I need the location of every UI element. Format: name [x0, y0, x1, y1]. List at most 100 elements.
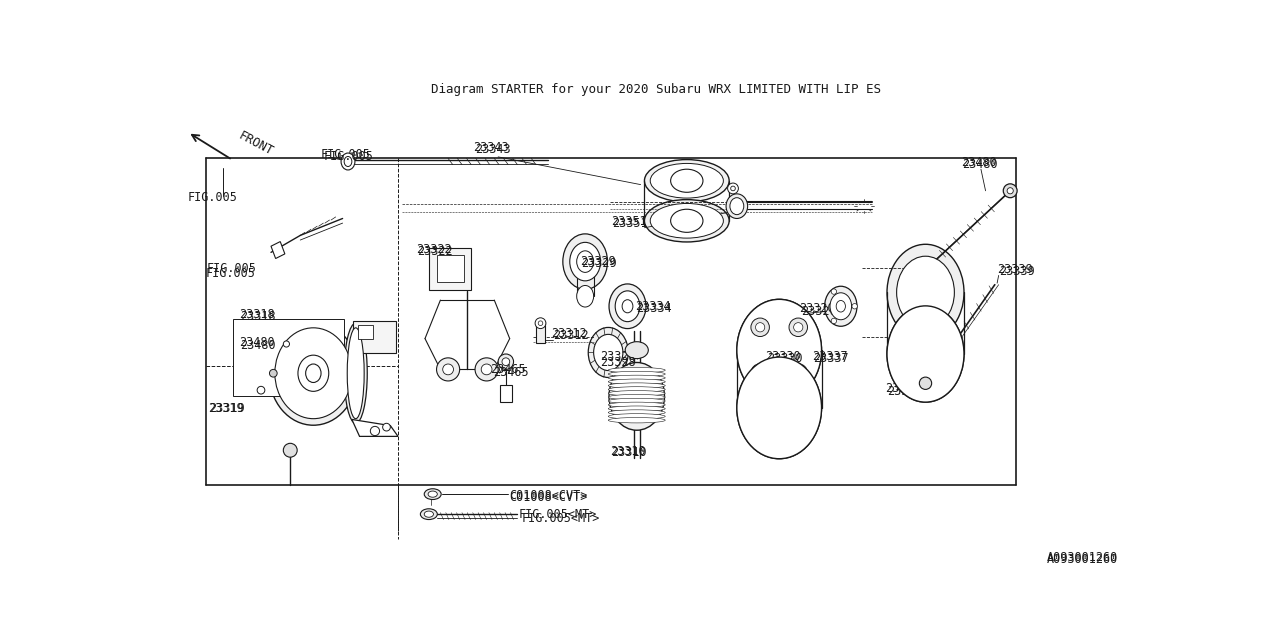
Circle shape	[498, 354, 513, 369]
Ellipse shape	[730, 198, 744, 214]
Text: 23310: 23310	[609, 445, 645, 458]
Circle shape	[755, 369, 764, 378]
Ellipse shape	[577, 251, 594, 273]
Text: 23309: 23309	[744, 383, 780, 396]
Bar	[499, 385, 512, 402]
Text: 23319: 23319	[207, 402, 243, 415]
Circle shape	[270, 369, 278, 377]
Text: 23320: 23320	[801, 305, 836, 317]
Text: 23339: 23339	[997, 263, 1033, 276]
Ellipse shape	[608, 390, 666, 396]
Text: 23339: 23339	[998, 266, 1034, 278]
Text: 23318: 23318	[238, 308, 274, 321]
Text: 23322: 23322	[416, 243, 452, 256]
Circle shape	[370, 426, 380, 436]
Ellipse shape	[737, 357, 822, 459]
Bar	[358, 324, 374, 339]
Text: FIG.005<MT>: FIG.005<MT>	[521, 512, 599, 525]
Ellipse shape	[896, 256, 955, 328]
Text: 23330: 23330	[767, 353, 803, 365]
Bar	[353, 321, 396, 353]
Circle shape	[852, 303, 858, 309]
Circle shape	[751, 318, 769, 337]
Text: 23310: 23310	[612, 447, 646, 460]
Text: 23351: 23351	[612, 216, 646, 228]
Circle shape	[1004, 184, 1018, 198]
Text: A093001260: A093001260	[1047, 551, 1119, 564]
Text: FIG.005: FIG.005	[206, 267, 256, 280]
Ellipse shape	[622, 300, 632, 313]
Ellipse shape	[608, 394, 666, 400]
Text: 23318: 23318	[241, 310, 275, 323]
Ellipse shape	[609, 362, 664, 430]
Circle shape	[794, 323, 803, 332]
Polygon shape	[271, 241, 285, 259]
Ellipse shape	[306, 364, 321, 383]
Ellipse shape	[608, 417, 666, 423]
Text: 23300: 23300	[887, 385, 923, 398]
Circle shape	[919, 377, 932, 389]
Ellipse shape	[340, 153, 355, 170]
Circle shape	[538, 321, 543, 326]
Text: 23480: 23480	[961, 156, 997, 169]
Ellipse shape	[570, 243, 600, 281]
Circle shape	[794, 369, 803, 378]
Ellipse shape	[887, 306, 964, 402]
Ellipse shape	[608, 387, 666, 392]
Circle shape	[1007, 188, 1014, 194]
Ellipse shape	[671, 169, 703, 192]
Text: C01008<CVT>: C01008<CVT>	[509, 491, 588, 504]
Ellipse shape	[347, 328, 365, 419]
Ellipse shape	[563, 234, 608, 289]
Ellipse shape	[745, 310, 813, 390]
Bar	[536, 322, 545, 343]
Text: 23309: 23309	[745, 385, 781, 398]
Ellipse shape	[737, 300, 822, 401]
Ellipse shape	[609, 284, 646, 328]
Circle shape	[502, 358, 509, 365]
Ellipse shape	[608, 406, 666, 412]
Text: 23343: 23343	[474, 141, 509, 154]
Text: 23480: 23480	[238, 335, 274, 349]
Ellipse shape	[283, 444, 297, 457]
Ellipse shape	[650, 163, 723, 198]
Circle shape	[727, 183, 739, 194]
Bar	[436, 255, 463, 282]
Text: 23300: 23300	[884, 383, 920, 396]
Circle shape	[731, 186, 735, 191]
Ellipse shape	[608, 402, 666, 408]
Bar	[233, 319, 344, 396]
Circle shape	[481, 364, 492, 375]
Text: C01008<CVT>: C01008<CVT>	[509, 489, 588, 502]
Text: FIG.005: FIG.005	[188, 191, 238, 204]
Ellipse shape	[896, 318, 955, 390]
Text: 23480: 23480	[241, 339, 275, 351]
Text: 23330: 23330	[765, 350, 801, 363]
Text: 23319: 23319	[210, 402, 244, 415]
Text: 23322: 23322	[417, 244, 453, 258]
Text: 23337: 23337	[813, 353, 849, 365]
Ellipse shape	[608, 410, 666, 415]
Text: 23351: 23351	[612, 217, 648, 230]
Circle shape	[257, 387, 265, 394]
Ellipse shape	[650, 204, 723, 238]
Text: 23328: 23328	[600, 356, 635, 369]
Circle shape	[831, 289, 837, 294]
Text: 23312: 23312	[552, 327, 588, 340]
Circle shape	[436, 358, 460, 381]
Text: FRONT: FRONT	[237, 129, 275, 158]
Circle shape	[475, 358, 498, 381]
Circle shape	[755, 323, 764, 332]
Ellipse shape	[344, 157, 352, 166]
Text: 23334: 23334	[635, 300, 671, 313]
Ellipse shape	[887, 244, 964, 340]
Text: 23480: 23480	[963, 157, 998, 171]
Ellipse shape	[589, 328, 628, 378]
Ellipse shape	[887, 306, 964, 402]
Ellipse shape	[836, 301, 845, 312]
Circle shape	[535, 318, 545, 328]
Ellipse shape	[608, 367, 666, 373]
Text: 23328: 23328	[600, 350, 636, 363]
Text: FIG.005: FIG.005	[324, 150, 374, 163]
Circle shape	[751, 364, 769, 382]
